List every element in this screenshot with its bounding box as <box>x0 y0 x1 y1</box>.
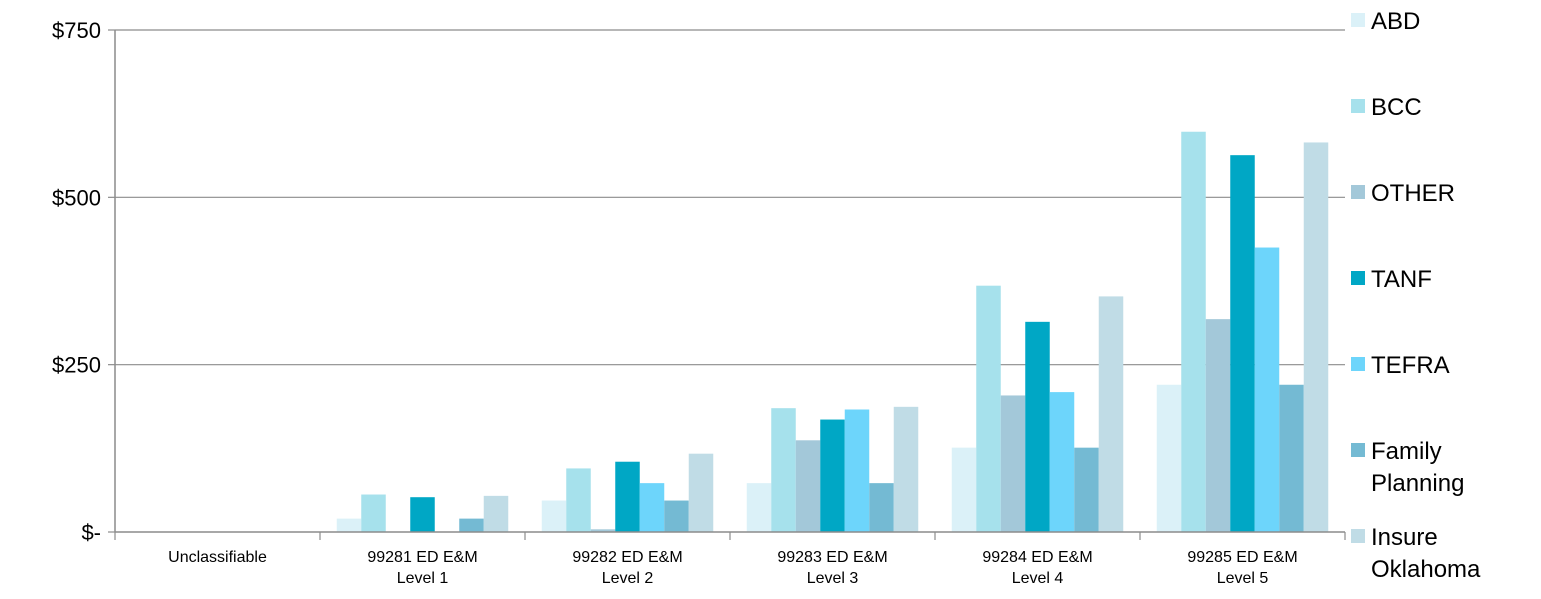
y-tick-label: $750 <box>52 18 101 43</box>
bar <box>820 419 845 532</box>
legend-item: TEFRA <box>1351 352 1450 379</box>
x-tick-label: Unclassifiable <box>168 549 267 566</box>
bar <box>795 440 821 532</box>
bar <box>771 408 796 532</box>
legend-item: TANF <box>1351 266 1432 293</box>
bar <box>1000 395 1026 532</box>
x-tick-label: 99284 ED E&M Level 4 <box>982 549 1092 587</box>
bar <box>336 518 362 532</box>
legend-label: OTHER <box>1371 180 1455 207</box>
bar <box>1181 131 1206 533</box>
bar <box>566 468 591 532</box>
bar <box>1279 384 1304 532</box>
bar <box>1049 392 1075 532</box>
bar <box>590 529 616 532</box>
bar <box>976 285 1001 532</box>
bar <box>1098 296 1124 532</box>
bar <box>1025 321 1050 532</box>
legend-swatch <box>1351 185 1365 199</box>
legend-item: OTHER <box>1351 180 1455 207</box>
bar <box>688 453 714 532</box>
bar <box>951 447 977 532</box>
legend-item: Family Planning <box>1351 438 1464 497</box>
legend-label: TEFRA <box>1371 352 1450 379</box>
legend-swatch <box>1351 271 1365 285</box>
legend-label: TANF <box>1371 266 1432 293</box>
legend-swatch <box>1351 13 1365 27</box>
bar <box>1074 447 1099 532</box>
bar <box>1254 247 1280 533</box>
x-tick-label: 99282 ED E&M Level 2 <box>572 549 682 587</box>
bar <box>361 494 386 532</box>
legend-label: ABD <box>1371 8 1420 35</box>
legend-label: Family Planning <box>1371 438 1464 497</box>
legend-label: Insure Oklahoma <box>1371 524 1481 583</box>
y-tick-label: $250 <box>52 353 101 378</box>
tick-labels: $- $250 $500 $750 Unclassifiable 99281 ED E&M… <box>52 18 1298 587</box>
x-tick-label: 99283 ED E&M Level 3 <box>777 549 887 587</box>
bar <box>664 500 689 532</box>
gridlines <box>115 29 1345 366</box>
bar <box>869 483 894 532</box>
bar <box>1230 155 1255 532</box>
legend-item: Insure Oklahoma <box>1351 524 1481 583</box>
bar <box>459 518 484 532</box>
bar <box>1156 384 1182 532</box>
bars <box>336 131 1329 533</box>
legend-swatch <box>1351 443 1365 457</box>
axes <box>108 29 1346 540</box>
legend-swatch <box>1351 99 1365 113</box>
bar <box>410 497 435 532</box>
bar <box>483 495 509 532</box>
y-tick-label: $- <box>81 520 101 545</box>
x-tick-label: 99285 ED E&M Level 5 <box>1187 549 1297 587</box>
bar <box>844 409 870 532</box>
legend-swatch <box>1351 529 1365 543</box>
bar <box>746 483 772 532</box>
bar <box>893 406 919 532</box>
y-tick-label: $500 <box>52 185 101 210</box>
legend-item: BCC <box>1351 94 1422 121</box>
bar <box>639 483 665 532</box>
bar <box>615 461 640 532</box>
legend: ABD BCC OTHER TANF TEFRA Family Planning Insure… <box>1351 8 1481 583</box>
legend-label: BCC <box>1371 94 1422 121</box>
bar <box>541 500 567 532</box>
bar <box>1205 319 1231 532</box>
legend-swatch <box>1351 357 1365 371</box>
bar <box>1303 142 1329 532</box>
x-tick-label: 99281 ED E&M Level 1 <box>367 549 477 587</box>
legend-item: ABD <box>1351 8 1420 35</box>
